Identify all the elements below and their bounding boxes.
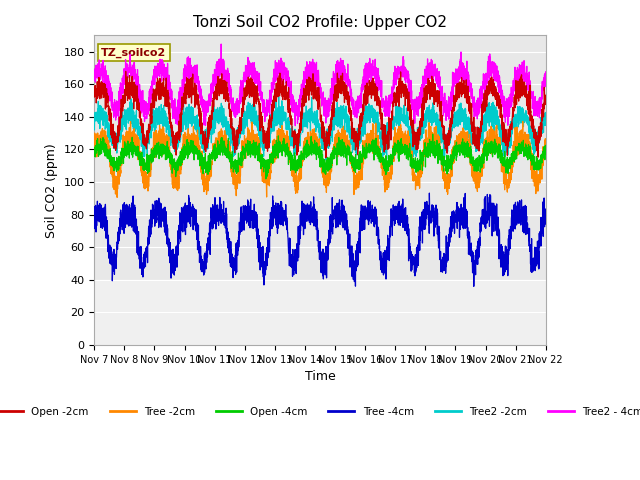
X-axis label: Time: Time (305, 370, 335, 384)
Y-axis label: Soil CO2 (ppm): Soil CO2 (ppm) (45, 143, 58, 238)
Text: TZ_soilco2: TZ_soilco2 (101, 48, 166, 58)
Title: Tonzi Soil CO2 Profile: Upper CO2: Tonzi Soil CO2 Profile: Upper CO2 (193, 15, 447, 30)
Bar (94, 280, 546, 345)
Legend: Open -2cm, Tree -2cm, Open -4cm, Tree -4cm, Tree2 -2cm, Tree2 - 4cm: Open -2cm, Tree -2cm, Open -4cm, Tree -4… (0, 403, 640, 421)
